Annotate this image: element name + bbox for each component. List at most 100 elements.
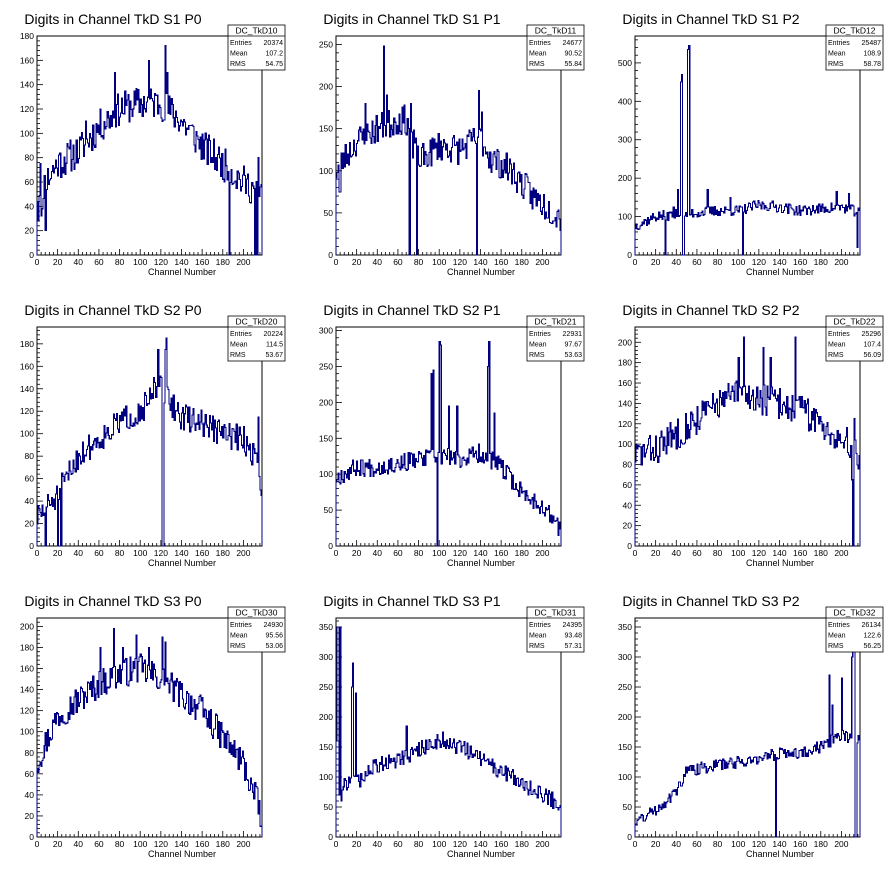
stats-rms-label: RMS [828,352,844,359]
chart-title: Digits in Channel TkD S2 P2 [622,302,799,318]
x-tick-label: 40 [74,548,84,558]
stats-rms-label: RMS [529,352,545,359]
stats-entries-value: 25296 [862,331,882,338]
y-tick-label: 0 [29,541,34,551]
histogram-panel: Digits in Channel TkD S1 P2 0 20 40 60 80 100 1… [598,0,896,290]
x-tick-label: 80 [713,548,723,558]
histogram-svg: Digits in Channel TkD S1 P1 0 20 40 60 80 100 1… [319,11,585,277]
x-tick-label: 140 [174,548,188,558]
x-tick-label: 40 [373,839,383,849]
x-axis-label: Channel Number [746,558,814,568]
x-tick-label: 160 [793,839,807,849]
stats-mean-label: Mean [230,51,248,58]
y-tick-label: 40 [623,500,633,510]
chart-title: Digits in Channel TkD S1 P0 [24,11,201,27]
y-tick-label: 180 [618,358,632,368]
y-tick-label: 0 [627,832,632,842]
y-tick-label: 150 [319,742,333,752]
stats-rms-label: RMS [230,352,246,359]
x-tick-label: 100 [133,548,147,558]
x-tick-label: 80 [115,548,125,558]
histogram-svg: Digits in Channel TkD S3 P1 0 20 40 60 80 100 1… [319,593,585,859]
x-tick-label: 20 [352,257,362,267]
y-tick-label: 20 [25,226,35,236]
x-tick-label: 160 [195,548,209,558]
y-tick-label: 100 [319,166,333,176]
x-tick-label: 100 [432,257,446,267]
x-tick-label: 180 [216,257,230,267]
plot-frame [335,326,562,547]
stats-box [227,24,286,71]
y-tick-label: 20 [623,521,633,531]
plot-frame [335,617,562,838]
y-tick-label: 0 [627,250,632,260]
histogram-svg: Digits in Channel TkD S1 P0 0 20 40 60 80 100 1… [20,11,286,277]
x-tick-label: 180 [216,839,230,849]
stats-histogram-name: DC_TkD21 [534,317,576,327]
y-tick-label: 40 [25,201,35,211]
stats-entries-value: 24930 [264,622,284,629]
x-tick-label: 20 [53,839,63,849]
histogram-panel: Digits in Channel TkD S3 P1 0 20 40 60 80 100 1… [299,582,597,872]
x-tick-label: 60 [94,257,104,267]
x-tick-label: 120 [752,548,766,558]
chart-title: Digits in Channel TkD S2 P0 [24,302,201,318]
x-tick-label: 160 [195,839,209,849]
y-tick-label: 80 [623,460,633,470]
stats-rms-label: RMS [529,61,545,68]
stats-entries-value: 20374 [264,40,284,47]
x-tick-label: 80 [713,839,723,849]
x-tick-label: 0 [35,257,40,267]
y-tick-label: 150 [319,124,333,134]
stats-histogram-name: DC_TkD10 [235,26,277,36]
y-tick-label: 250 [319,39,333,49]
chart-title: Digits in Channel TkD S2 P1 [323,302,500,318]
stats-entries-label: Entries [529,622,551,629]
plot-frame [634,617,861,838]
y-tick-label: 0 [627,541,632,551]
y-tick-label: 300 [618,652,632,662]
x-tick-label: 180 [814,257,828,267]
x-tick-label: 20 [651,548,661,558]
y-tick-label: 200 [20,621,34,631]
stats-mean-label: Mean [828,633,846,640]
x-tick-label: 80 [115,257,125,267]
plot-frame [36,326,263,547]
x-tick-label: 100 [432,548,446,558]
x-tick-label: 0 [35,548,40,558]
histogram-line [335,340,562,547]
y-tick-label: 20 [25,519,35,529]
y-tick-label: 0 [328,832,333,842]
stats-mean-value: 108.9 [863,51,881,58]
x-tick-label: 20 [53,548,63,558]
y-tick-label: 160 [618,378,632,388]
x-tick-label: 40 [74,257,84,267]
histogram-panel: Digits in Channel TkD S1 P1 0 20 40 60 80 100 1… [299,0,597,290]
y-tick-label: 100 [20,429,34,439]
x-tick-label: 60 [393,548,403,558]
x-tick-label: 40 [74,839,84,849]
histogram-line [36,45,263,256]
x-tick-label: 60 [393,839,403,849]
x-tick-label: 80 [713,257,723,267]
stats-rms-label: RMS [828,643,844,650]
x-tick-label: 60 [94,839,104,849]
y-tick-label: 60 [25,177,35,187]
stats-mean-label: Mean [230,342,248,349]
x-tick-label: 120 [154,839,168,849]
plot-frame [634,326,861,547]
y-tick-label: 200 [319,397,333,407]
stats-histogram-name: DC_TkD30 [235,608,277,618]
x-tick-label: 140 [473,839,487,849]
x-axis-label: Channel Number [447,849,515,859]
x-tick-label: 100 [133,839,147,849]
x-tick-label: 120 [453,548,467,558]
stats-box [526,315,585,362]
y-tick-label: 140 [20,384,34,394]
histogram-panel: Digits in Channel TkD S2 P2 0 20 40 60 80 100 1… [598,291,896,581]
x-tick-label: 80 [414,257,424,267]
chart-title: Digits in Channel TkD S3 P0 [24,593,201,609]
y-tick-label: 120 [20,706,34,716]
y-tick-label: 300 [618,135,632,145]
